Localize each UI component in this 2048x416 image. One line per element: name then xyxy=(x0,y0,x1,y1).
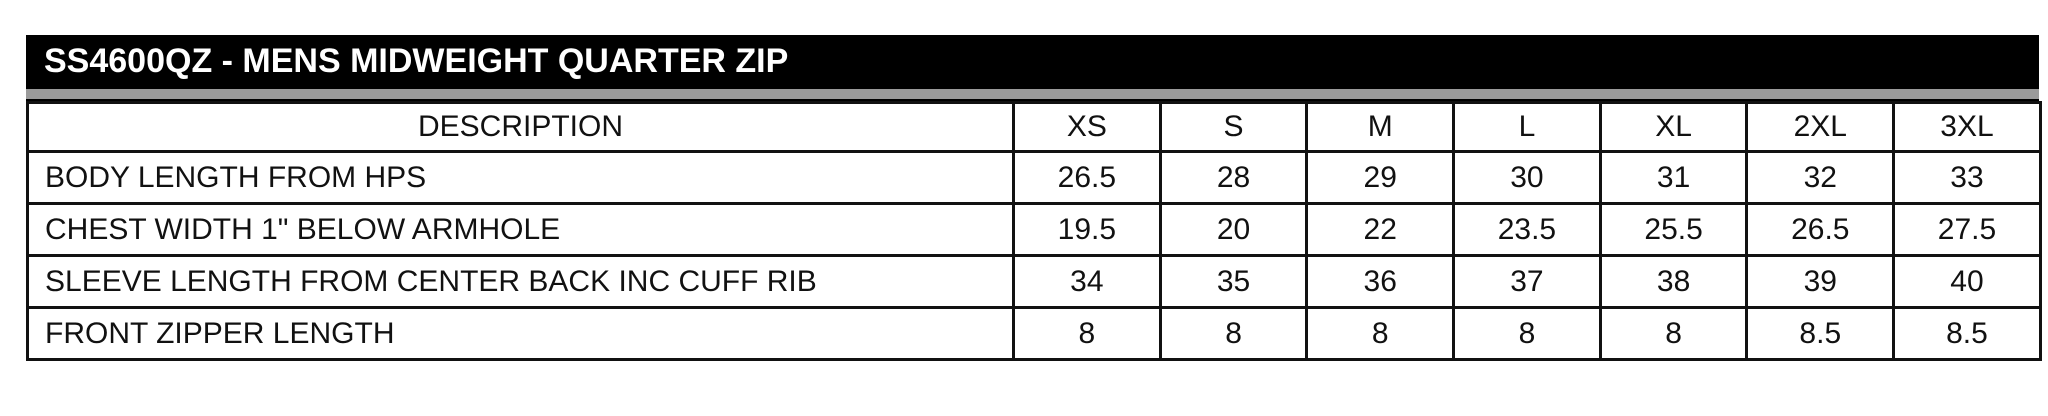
measurement-cell: 30 xyxy=(1452,150,1602,205)
measurement-cell: 8 xyxy=(1598,306,1749,361)
measurement-cell: 23.5 xyxy=(1452,202,1602,257)
measurement-cell: 29 xyxy=(1305,150,1456,205)
measurement-cell: 39 xyxy=(1745,254,1896,309)
measurement-cell: 32 xyxy=(1745,150,1896,205)
row-label: SLEEVE LENGTH FROM CENTER BACK INC CUFF … xyxy=(26,254,1015,309)
measurement-cell: 33 xyxy=(1892,150,2042,205)
measurement-cell: 8 xyxy=(1158,306,1309,361)
measurement-cell: 26.5 xyxy=(1012,150,1162,205)
table-row: BODY LENGTH FROM HPS 26.5 28 29 30 31 32 33 xyxy=(26,150,2042,205)
measurement-cell: 34 xyxy=(1012,254,1162,309)
measurement-cell: 38 xyxy=(1598,254,1749,309)
measurement-cell: 36 xyxy=(1305,254,1456,309)
table-row: CHEST WIDTH 1" BELOW ARMHOLE 19.5 20 22 23.5… xyxy=(26,202,2042,257)
header-size: 2XL xyxy=(1745,101,1896,153)
measurement-cell: 40 xyxy=(1892,254,2042,309)
measurement-cell: 8.5 xyxy=(1745,306,1896,361)
size-table: DESCRIPTION XS S M L XL 2XL 3XL BODY LEN… xyxy=(26,101,2042,361)
measurement-cell: 20 xyxy=(1158,202,1309,257)
header-row: DESCRIPTION XS S M L XL 2XL 3XL xyxy=(26,101,2042,153)
title-divider xyxy=(26,87,2039,101)
measurement-cell: 8.5 xyxy=(1892,306,2042,361)
header-size: S xyxy=(1158,101,1309,153)
table-row: SLEEVE LENGTH FROM CENTER BACK INC CUFF … xyxy=(26,254,2042,309)
table-row: FRONT ZIPPER LENGTH 8 8 8 8 8 8.5 8.5 xyxy=(26,306,2042,361)
measurement-cell: 31 xyxy=(1598,150,1749,205)
header-size: M xyxy=(1305,101,1456,153)
chart-title: SS4600QZ - MENS MIDWEIGHT QUARTER ZIP xyxy=(26,35,2039,87)
size-chart: SS4600QZ - MENS MIDWEIGHT QUARTER ZIP DE… xyxy=(26,35,2042,361)
header-size: XS xyxy=(1012,101,1162,153)
measurement-cell: 26.5 xyxy=(1745,202,1896,257)
header-size: 3XL xyxy=(1892,101,2042,153)
measurement-cell: 8 xyxy=(1452,306,1602,361)
row-label: CHEST WIDTH 1" BELOW ARMHOLE xyxy=(26,202,1015,257)
measurement-cell: 8 xyxy=(1305,306,1456,361)
header-size: L xyxy=(1452,101,1602,153)
measurement-cell: 37 xyxy=(1452,254,1602,309)
measurement-cell: 25.5 xyxy=(1598,202,1749,257)
measurement-cell: 28 xyxy=(1158,150,1309,205)
measurement-cell: 22 xyxy=(1305,202,1456,257)
measurement-cell: 35 xyxy=(1158,254,1309,309)
measurement-cell: 8 xyxy=(1012,306,1162,361)
header-description: DESCRIPTION xyxy=(26,101,1015,153)
header-size: XL xyxy=(1598,101,1749,153)
row-label: BODY LENGTH FROM HPS xyxy=(26,150,1015,205)
row-label: FRONT ZIPPER LENGTH xyxy=(26,306,1015,361)
measurement-cell: 19.5 xyxy=(1012,202,1162,257)
measurement-cell: 27.5 xyxy=(1892,202,2042,257)
